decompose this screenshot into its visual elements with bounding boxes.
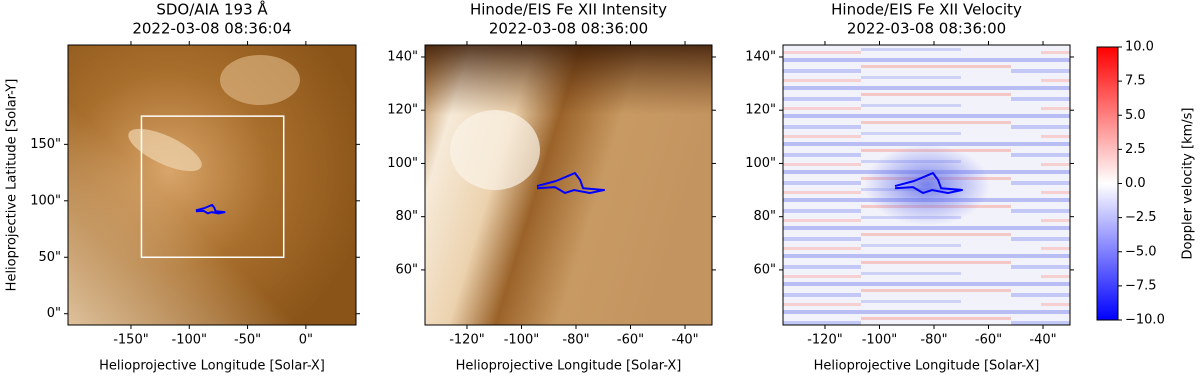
contour [536,172,606,194]
x-tick-label: -150" [113,333,148,348]
chart-subtitle: 2022-03-08 08:36:00 [847,20,1006,38]
contour [195,203,226,215]
x-axis-label: Helioprojective Longitude [Solar-X] [456,359,682,374]
x-tick-label: -120" [807,333,842,348]
contour [894,172,964,194]
axes-frame [67,44,357,326]
x-axis-label: Helioprojective Longitude [Solar-X] [814,359,1040,374]
colorbar-tick-label: −7.5 [1125,278,1157,293]
x-tick-label: 0" [299,333,313,348]
y-tick-label: 80" [753,209,776,224]
y-tick-label: 120" [745,103,776,118]
colorbar-tick-label: 2.5 [1125,142,1146,157]
chart-title: SDO/AIA 193 Å [156,0,268,19]
x-tick-label: -60" [975,333,1002,348]
x-tick-label: -100" [862,333,897,348]
chart-title: Hinode/EIS Fe XII Velocity [831,1,1022,19]
axes-frame [782,44,1071,326]
y-tick-label: 0" [47,306,61,321]
colorbar-tick-label: 5.0 [1125,108,1146,123]
x-tick-label: -60" [617,333,644,348]
colorbar-label: Doppler velocity [km/s] [1181,108,1196,260]
colorbar-tick-label: 0.0 [1125,176,1146,191]
x-tick-label: -100" [504,333,539,348]
y-tick-label: 80" [395,209,418,224]
colorbar-tick-label: −10.0 [1125,313,1165,328]
y-tick-label: 120" [387,103,418,118]
aia-image [68,45,356,325]
colorbar [1096,46,1119,321]
velocity-image [783,45,1070,325]
x-tick-label: -40" [1029,333,1056,348]
region-box [140,115,285,259]
x-tick-label: -120" [449,333,484,348]
x-tick-label: -40" [671,333,698,348]
intensity-image [425,45,712,325]
y-tick-label: 150" [30,137,61,152]
x-tick-label: -80" [562,333,589,348]
y-tick-label: 140" [387,49,418,64]
y-tick-label: 100" [30,193,61,208]
x-tick-label: -80" [920,333,947,348]
y-axis-label: Helioprojective Latitude [Solar-Y] [5,79,20,292]
y-tick-label: 60" [753,262,776,277]
y-tick-label: 100" [745,156,776,171]
chart-subtitle: 2022-03-08 08:36:04 [132,20,291,38]
colorbar-tick-label: 10.0 [1125,40,1154,55]
colorbar-tick-label: 7.5 [1125,74,1146,89]
y-tick-label: 100" [387,156,418,171]
chart-title: Hinode/EIS Fe XII Intensity [470,1,667,19]
y-tick-label: 50" [38,250,61,265]
x-tick-label: -100" [172,333,207,348]
colorbar-tick-label: −2.5 [1125,210,1157,225]
y-tick-label: 140" [745,49,776,64]
x-axis-label: Helioprojective Longitude [Solar-X] [99,359,325,374]
axes-frame [424,44,713,326]
y-tick-label: 60" [395,262,418,277]
x-tick-label: -50" [234,333,261,348]
chart-subtitle: 2022-03-08 08:36:00 [489,20,648,38]
colorbar-tick-label: −5.0 [1125,244,1157,259]
